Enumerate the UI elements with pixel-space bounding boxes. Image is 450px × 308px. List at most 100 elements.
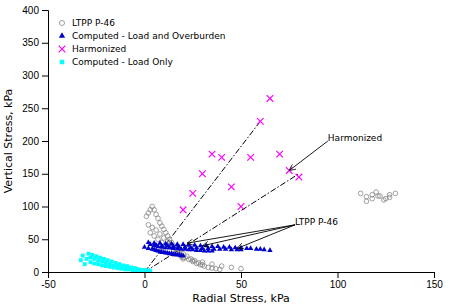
point bbox=[175, 241, 180, 246]
tick: 100 bbox=[22, 201, 48, 212]
series bbox=[79, 252, 152, 272]
legend-item: Computed - Load and Overburden bbox=[59, 31, 226, 41]
point bbox=[267, 95, 274, 102]
point bbox=[258, 246, 263, 251]
y-axis-title: Vertical Stress, kPa bbox=[2, 89, 15, 194]
marker-shape bbox=[192, 242, 197, 247]
tick: 50 bbox=[28, 234, 48, 245]
point bbox=[142, 244, 147, 249]
tick: 350 bbox=[22, 37, 48, 48]
marker-shape bbox=[110, 260, 114, 264]
point bbox=[85, 257, 89, 261]
marker-shape bbox=[215, 243, 220, 248]
marker-shape bbox=[364, 194, 369, 199]
point bbox=[161, 236, 166, 241]
point bbox=[90, 253, 94, 257]
point bbox=[158, 232, 163, 237]
marker-shape bbox=[102, 257, 106, 261]
marker-shape bbox=[117, 262, 121, 266]
marker-shape bbox=[151, 240, 156, 245]
point bbox=[169, 241, 174, 246]
marker-shape bbox=[59, 20, 64, 25]
annotation-arrow bbox=[237, 225, 295, 249]
marker-shape bbox=[142, 244, 147, 249]
point bbox=[296, 174, 303, 181]
tick-mark bbox=[241, 272, 242, 278]
marker-shape bbox=[98, 256, 102, 260]
marker-shape bbox=[135, 268, 139, 272]
marker-shape bbox=[79, 258, 83, 262]
point bbox=[229, 265, 234, 270]
point bbox=[110, 260, 114, 264]
marker-shape bbox=[81, 254, 85, 258]
marker-shape bbox=[127, 267, 131, 271]
marker-shape bbox=[387, 195, 392, 200]
legend-label: Harmonized bbox=[72, 44, 126, 54]
marker-shape bbox=[89, 260, 93, 264]
marker-shape bbox=[364, 199, 369, 204]
marker-shape bbox=[218, 154, 225, 161]
marker-shape bbox=[221, 244, 226, 249]
marker-shape bbox=[276, 151, 283, 158]
point bbox=[393, 191, 398, 196]
point bbox=[233, 245, 238, 250]
marker-shape bbox=[219, 264, 224, 269]
marker-shape bbox=[198, 243, 203, 248]
marker-shape bbox=[175, 241, 180, 246]
annotation-text: Harmonized bbox=[328, 133, 382, 143]
marker-shape bbox=[370, 196, 375, 201]
tick: 400 bbox=[22, 5, 48, 16]
point bbox=[154, 228, 159, 233]
marker-shape bbox=[158, 232, 163, 237]
marker-shape bbox=[116, 266, 120, 270]
point bbox=[247, 154, 254, 161]
point bbox=[108, 265, 112, 269]
point bbox=[119, 267, 123, 271]
marker-shape bbox=[119, 267, 123, 271]
point bbox=[180, 206, 187, 213]
marks bbox=[79, 95, 398, 272]
marker-shape bbox=[152, 234, 157, 239]
point bbox=[370, 196, 375, 201]
point bbox=[358, 191, 363, 196]
tick-mark bbox=[42, 272, 48, 273]
point bbox=[227, 244, 232, 249]
marker-shape bbox=[209, 151, 216, 158]
marker-shape bbox=[59, 32, 65, 37]
marker-shape bbox=[199, 170, 206, 177]
point bbox=[267, 247, 272, 252]
marker-shape bbox=[381, 198, 386, 203]
tick-mark bbox=[42, 207, 48, 208]
marker-shape bbox=[90, 253, 94, 257]
point bbox=[157, 240, 162, 245]
point bbox=[218, 154, 225, 161]
tick-label: 50 bbox=[236, 279, 248, 290]
point bbox=[87, 252, 91, 256]
point bbox=[238, 203, 245, 210]
y-axis: 050100150200250300350400 bbox=[22, 5, 48, 278]
point bbox=[198, 243, 203, 248]
annotation-text: LTPP P-46 bbox=[295, 217, 338, 227]
point bbox=[83, 262, 87, 266]
marker-shape bbox=[267, 247, 272, 252]
tick-label: 200 bbox=[22, 136, 39, 147]
point bbox=[100, 264, 104, 268]
marker-shape bbox=[156, 216, 161, 221]
point bbox=[189, 190, 196, 197]
point bbox=[148, 230, 153, 235]
marker-shape bbox=[261, 247, 266, 252]
annotation-arrow bbox=[289, 141, 328, 170]
x-axis-title: Radial Stress, kPa bbox=[192, 292, 290, 305]
series bbox=[144, 190, 398, 272]
point bbox=[239, 266, 244, 271]
marker-shape bbox=[152, 207, 157, 212]
point bbox=[104, 264, 108, 268]
marker-shape bbox=[180, 241, 185, 246]
plot: -50050100150050100150200250300350400Radi… bbox=[2, 5, 443, 305]
point bbox=[106, 258, 110, 262]
point bbox=[151, 240, 156, 245]
legend-item: Harmonized bbox=[59, 44, 127, 54]
tick: 150 bbox=[426, 272, 443, 290]
marker-shape bbox=[141, 268, 145, 272]
point bbox=[152, 207, 157, 212]
